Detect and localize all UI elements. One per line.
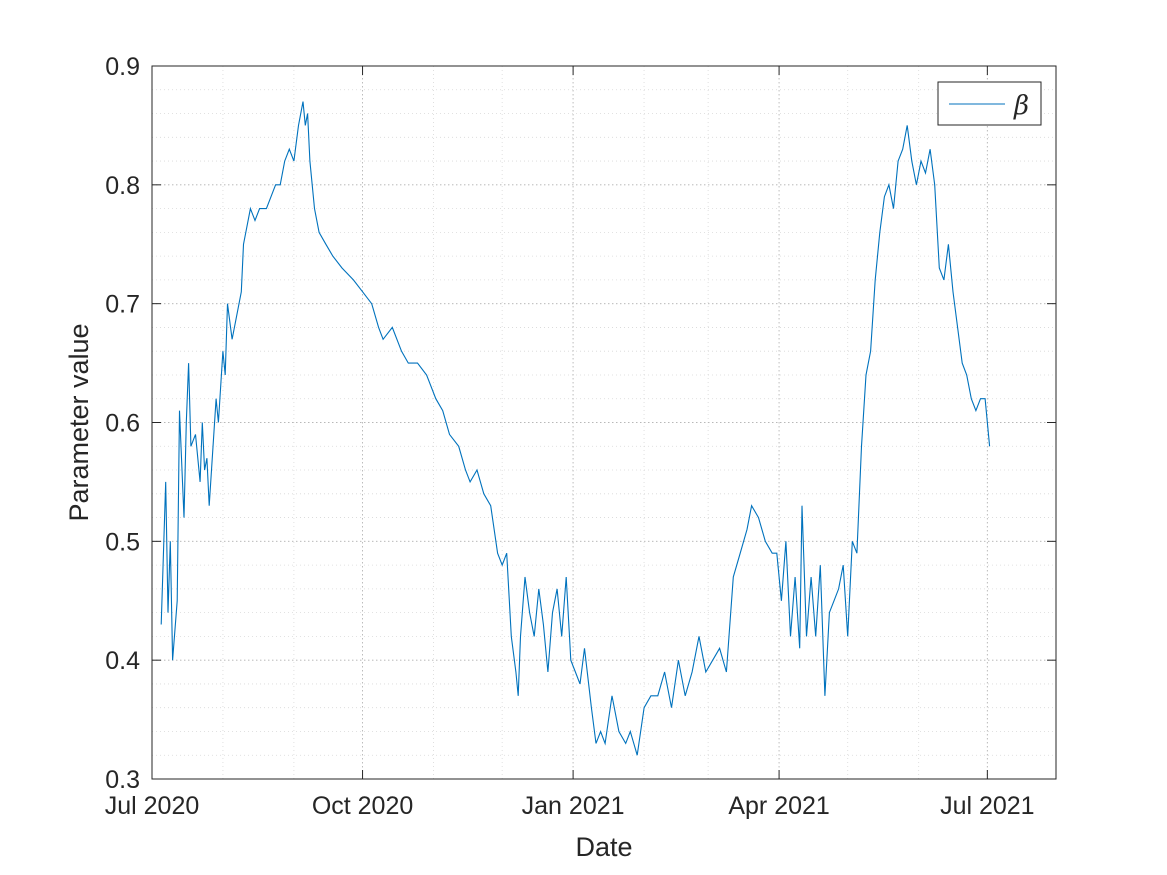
- x-tick-label: Jul 2020: [105, 792, 200, 820]
- series-line-beta: [160, 101, 991, 756]
- legend-label: β: [1013, 91, 1029, 121]
- x-tick-label: Jan 2021: [522, 792, 625, 820]
- y-tick-label: 0.3: [105, 766, 140, 794]
- y-tick-label: 0.9: [105, 53, 140, 81]
- x-tick-label: Apr 2021: [728, 792, 829, 820]
- y-tick-label: 0.5: [105, 528, 140, 556]
- tick-labels: 0.3 0.4 0.5 0.6 0.7 0.8 0.9 Jul 2020 Oct 2020 Jan…: [105, 53, 1035, 820]
- y-axis-label: Parameter value: [64, 323, 94, 521]
- y-tick-label: 0.4: [105, 647, 140, 675]
- x-tick-label: Jul 2021: [940, 792, 1035, 820]
- y-tick-label: 0.8: [105, 172, 140, 200]
- major-grid: [151, 65, 1056, 780]
- y-tick-label: 0.7: [105, 291, 140, 319]
- axis-ticks: [151, 65, 1056, 780]
- legend: β: [937, 81, 1042, 126]
- y-tick-label: 0.6: [105, 410, 140, 438]
- x-tick-label: Oct 2020: [312, 792, 413, 820]
- x-axis-label: Date: [575, 832, 632, 862]
